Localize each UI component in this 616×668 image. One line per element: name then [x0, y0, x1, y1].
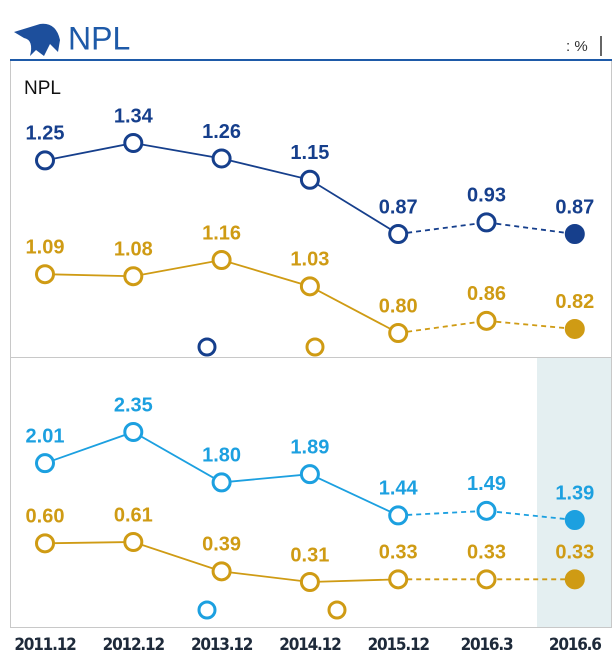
- point: [388, 323, 409, 343]
- x-tick-label: 2011.12: [14, 635, 76, 655]
- point: [211, 561, 232, 582]
- point: [388, 569, 409, 590]
- legend-marker: [197, 337, 217, 357]
- point: [564, 318, 585, 339]
- data-label: 0.31: [290, 544, 329, 566]
- point: [564, 510, 585, 530]
- legend-marker: [305, 337, 325, 357]
- x-tick-label: 2016.6: [549, 635, 601, 655]
- data-label: 1.44: [379, 478, 419, 500]
- data-label: 1.25: [26, 123, 65, 145]
- point: [35, 150, 55, 171]
- series-line: [44, 259, 399, 334]
- point: [299, 169, 320, 190]
- point: [388, 505, 409, 526]
- data-label: 0.87: [379, 196, 418, 218]
- point: [211, 148, 232, 169]
- x-tick-label: 2013.12: [191, 635, 253, 655]
- data-label: 0.82: [555, 291, 594, 313]
- projection-line: [398, 221, 575, 235]
- data-label: 1.09: [26, 236, 65, 258]
- point: [299, 276, 320, 297]
- point: [211, 250, 232, 270]
- title: NPL: [68, 20, 130, 56]
- data-label: 1.89: [290, 436, 329, 458]
- x-tick-label: 2012.12: [103, 635, 165, 655]
- point: [123, 422, 144, 442]
- data-label: 0.33: [467, 542, 506, 564]
- data-label: 0.33: [555, 542, 594, 564]
- data-label: 1.80: [202, 445, 241, 467]
- data-label: 1.16: [202, 222, 241, 244]
- projection-line: [398, 319, 575, 334]
- data-label: 1.15: [290, 142, 329, 164]
- data-label: 0.60: [26, 506, 65, 528]
- subtitle: NPL: [24, 78, 61, 99]
- x-tick-label: 2016.3: [461, 635, 513, 655]
- point: [35, 533, 55, 554]
- point: [123, 532, 144, 552]
- point: [35, 264, 55, 285]
- data-label: 0.33: [379, 542, 418, 564]
- point: [299, 464, 320, 485]
- point: [123, 133, 144, 153]
- data-label: 1.49: [467, 473, 506, 495]
- logo: [14, 23, 60, 56]
- point: [564, 569, 585, 590]
- point: [388, 224, 409, 244]
- x-tick-label: 2015.12: [368, 635, 430, 655]
- legend-marker: [197, 600, 217, 620]
- projection-line: [398, 509, 575, 521]
- data-label: 2.01: [26, 425, 65, 447]
- point: [299, 572, 320, 592]
- point: [211, 472, 232, 493]
- data-label: 0.80: [379, 295, 418, 317]
- point: [476, 569, 497, 590]
- data-label: 0.87: [555, 196, 594, 218]
- point: [564, 224, 585, 244]
- data-label: 0.61: [114, 504, 153, 526]
- data-label: 1.39: [555, 482, 594, 504]
- data-label: 1.26: [202, 121, 241, 143]
- point: [35, 453, 55, 474]
- point: [123, 266, 144, 287]
- data-label: 2.35: [114, 394, 153, 416]
- data-label: 1.03: [290, 249, 329, 271]
- data-label: 0.39: [202, 534, 241, 556]
- point: [476, 212, 497, 233]
- data-label: 0.93: [467, 185, 506, 207]
- data-label: 0.86: [467, 283, 506, 305]
- unit: : %: [566, 38, 588, 55]
- point: [476, 500, 497, 521]
- x-tick-label: 2014.12: [279, 635, 341, 655]
- data-label: 1.34: [114, 105, 154, 127]
- data-label: 1.08: [114, 239, 153, 261]
- point: [476, 310, 497, 331]
- legend-marker: [327, 600, 347, 620]
